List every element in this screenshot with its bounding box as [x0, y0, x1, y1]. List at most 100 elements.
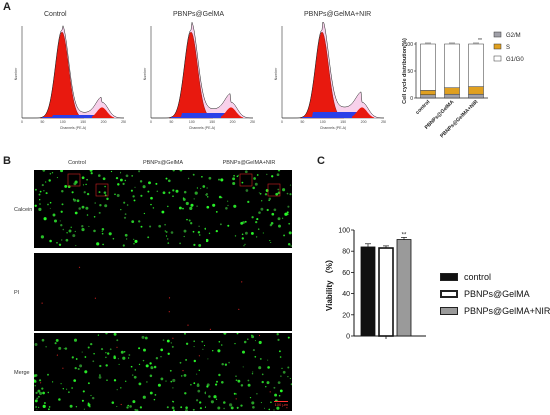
via-y-tick: 20 — [342, 312, 350, 319]
fluor-image — [120, 333, 206, 411]
fluor-col-label: PBNPs@GelMA+NIR — [222, 160, 276, 166]
via-y-tick: 0 — [346, 334, 350, 341]
cc-legend-swatch — [493, 31, 502, 38]
histogram-outline — [151, 22, 254, 119]
fluor-row-label: PI — [14, 290, 20, 296]
panel-label-c: C — [317, 155, 325, 167]
flow-x-tick: 0 — [21, 120, 23, 124]
fluor-image — [206, 170, 292, 248]
cc-x-tick: control — [415, 99, 432, 116]
g1-peak — [39, 31, 85, 119]
fluor-image — [34, 170, 120, 248]
flow-x-tick: 0 — [150, 120, 152, 124]
g2-peak — [221, 107, 243, 118]
viability-bar — [378, 247, 394, 337]
cc-bar-g2-m — [468, 93, 484, 99]
scale-bar — [274, 401, 288, 402]
via-legend-item: PBNPs@GelMA+NIR — [440, 306, 550, 316]
flow-x-label: Channels (PE-A) — [320, 126, 346, 130]
cc-bar-s — [468, 86, 484, 95]
cc-bar-g1-g0 — [468, 43, 484, 87]
cc-bar-s — [420, 90, 436, 96]
cc-bar-s — [444, 87, 460, 95]
via-y-tick: 60 — [342, 270, 350, 277]
cc-significance: ** — [478, 38, 482, 44]
via-y-tick: 100 — [338, 228, 350, 235]
via-legend-label: PBNPs@GelMA — [464, 289, 530, 299]
flow-x-tick: 200 — [101, 120, 107, 124]
s-phase-band — [302, 112, 367, 118]
cc-legend-swatch — [493, 43, 502, 50]
fluor-image — [120, 170, 206, 248]
panel-label-b: B — [3, 155, 11, 167]
cc-legend-swatch — [493, 55, 502, 62]
cc-legend-label: G2/M — [506, 33, 521, 39]
flow-x-tick: 100 — [320, 120, 326, 124]
viability-chart: 0 20 40 60 80 100 Viability （%） ** — [324, 228, 426, 341]
cc-legend-label: G1/G0 — [506, 57, 524, 63]
flow-y-label: Number — [274, 67, 278, 80]
s-phase-band — [171, 113, 236, 118]
via-legend-swatch — [440, 273, 458, 281]
cc-y-tick: 0 — [410, 96, 413, 102]
histogram-outline — [282, 22, 385, 119]
flow-x-label: Channels (PE-A) — [189, 126, 215, 130]
flow-x-tick: 100 — [60, 120, 66, 124]
flow-x-tick: 200 — [230, 120, 236, 124]
fluor-image — [206, 253, 292, 331]
flow-x-tick: 0 — [281, 120, 283, 124]
flow-histogram: Number 0 50 100 150 200 250 Channels (PE-A) — [274, 22, 386, 130]
cc-bar-g2-m — [420, 94, 436, 99]
histogram-outline — [22, 24, 125, 119]
via-y-label: Viability （%） — [324, 255, 334, 311]
fluor-col-label: PBNPs@GelMA — [142, 160, 184, 166]
viability-bar — [360, 246, 376, 337]
flow-x-tick: 150 — [340, 120, 346, 124]
cc-y-label: Cell cycle distribution(%) — [402, 38, 408, 104]
viability-bar — [396, 239, 412, 337]
cc-y-tick: 50 — [407, 69, 413, 75]
fluor-image — [34, 333, 120, 411]
via-significance: ** — [402, 232, 407, 238]
via-y-tick: 40 — [342, 291, 350, 298]
cc-bar-g1-g0 — [444, 43, 460, 88]
cc-bar-g2-m — [444, 93, 460, 99]
flow-x-tick: 250 — [121, 120, 126, 124]
flow-y-label: Number — [14, 67, 18, 80]
cc-legend-label: S — [506, 45, 510, 51]
via-legend-label: PBNPs@GelMA+NIR — [464, 306, 550, 316]
fluor-row-label: Merge — [14, 370, 30, 376]
flow-title: PBNPs@GelMA — [173, 11, 225, 18]
flow-x-tick: 250 — [381, 120, 386, 124]
flow-x-tick: 50 — [169, 120, 173, 124]
flow-x-tick: 100 — [189, 120, 195, 124]
flow-x-tick: 50 — [40, 120, 44, 124]
g2-peak — [92, 107, 114, 118]
fluor-image — [34, 253, 120, 331]
via-legend-swatch — [440, 290, 458, 298]
cc-bar-g1-g0 — [420, 43, 436, 91]
flow-x-tick: 200 — [361, 120, 367, 124]
g2-peak — [352, 107, 374, 118]
via-y-tick: 80 — [342, 249, 350, 256]
flow-x-tick: 250 — [250, 120, 255, 124]
flow-x-tick: 50 — [300, 120, 304, 124]
fluor-col-label: Control — [68, 160, 86, 166]
flow-histogram: Number 0 50 100 150 200 250 Channels (PE-A) — [143, 22, 255, 130]
flow-x-label: Channels (PE-A) — [60, 126, 86, 130]
fluor-image: 100 μm — [206, 333, 292, 411]
via-legend-label: control — [464, 272, 492, 282]
flow-title: Control — [44, 11, 67, 18]
via-legend-item: control — [440, 272, 491, 282]
fluor-image — [120, 253, 206, 331]
flow-x-tick: 150 — [80, 120, 86, 124]
cc-y-tick: 100 — [405, 42, 414, 48]
flow-x-tick: 150 — [209, 120, 215, 124]
flow-title: PBNPs@GelMA+NIR — [304, 11, 372, 18]
flow-histogram: Number 0 50 100 150 200 250 Channels (PE-A) — [14, 24, 126, 130]
flow-y-label: Number — [143, 67, 147, 80]
s-phase-band — [42, 115, 107, 118]
panel-label-a: A — [3, 1, 11, 13]
via-legend-swatch — [440, 307, 458, 315]
